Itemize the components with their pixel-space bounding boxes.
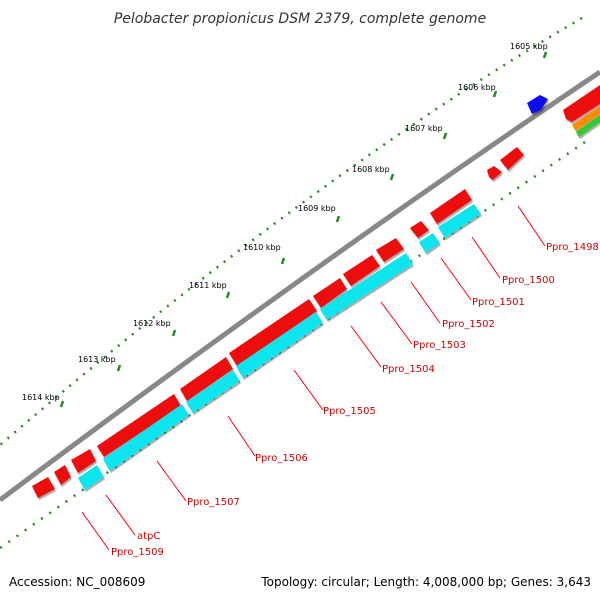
gene-label-ppro-1502: Ppro_1502	[442, 319, 495, 330]
gene-label-ppro-1507: Ppro_1507	[187, 497, 240, 508]
gene-label-atpc: atpC	[137, 531, 160, 542]
tick-label-1605: 1605 kbp	[510, 42, 548, 51]
kbp-major-marks	[59, 51, 548, 408]
tick-label-1606: 1606 kbp	[458, 83, 496, 92]
gene-label-ppro-1501: Ppro_1501	[472, 297, 525, 308]
genome-summary-text: Topology: circular; Length: 4,008,000 bp…	[260, 575, 591, 589]
tick-label-1611: 1611 kbp	[189, 281, 227, 290]
backbone-ring	[0, 69, 600, 503]
kbp-labels: 1605 kbp 1606 kbp 1607 kbp 1608 kbp 1609…	[22, 42, 548, 402]
gene-label-ppro-1509: Ppro_1509	[111, 547, 164, 558]
tick-label-1607: 1607 kbp	[405, 124, 443, 133]
gene-label-ppro-1500: Ppro_1500	[502, 275, 555, 286]
tick-label-1610: 1610 kbp	[243, 243, 281, 252]
gene-label-ppro-1504: Ppro_1504	[382, 364, 435, 375]
tick-label-1608: 1608 kbp	[352, 165, 390, 174]
accession-text: Accession: NC_008609	[9, 575, 145, 589]
gene-label-ppro-1506: Ppro_1506	[255, 453, 308, 464]
gene-label-ppro-1498: Ppro_1498	[546, 242, 599, 253]
orange-track	[572, 106, 600, 131]
tick-label-1614: 1614 kbp	[22, 393, 60, 402]
cds-track	[32, 85, 600, 498]
gene-labels: Ppro_1498 Ppro_1500 Ppro_1501 Ppro_1502 …	[111, 242, 599, 558]
gene-label-ppro-1503: Ppro_1503	[413, 340, 466, 351]
gene-label-ppro-1505: Ppro_1505	[323, 406, 376, 417]
cyan-track	[78, 204, 481, 490]
tick-label-1609: 1609 kbp	[298, 204, 336, 213]
tick-label-1612: 1612 kbp	[133, 319, 171, 328]
green-track	[576, 115, 600, 137]
tick-label-1613: 1613 kbp	[78, 355, 116, 364]
rna-feature	[527, 95, 548, 114]
label-leaders	[81, 205, 546, 551]
map-title: Pelobacter propionicus DSM 2379, complet…	[114, 11, 486, 27]
